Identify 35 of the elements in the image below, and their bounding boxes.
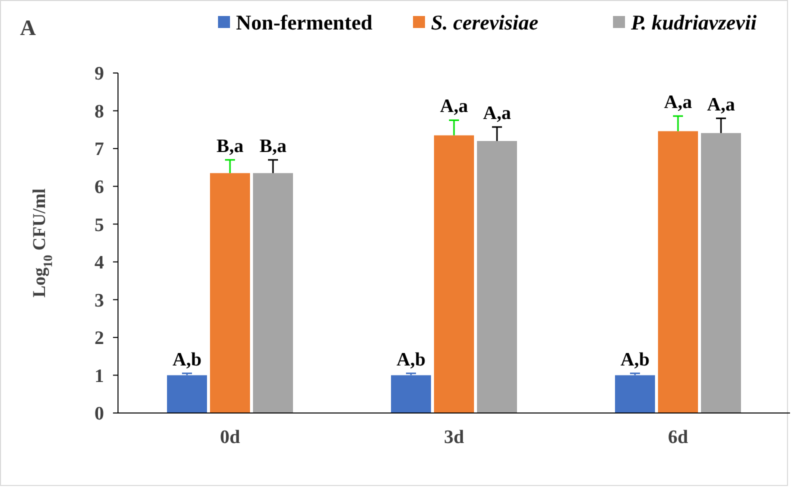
bar <box>615 375 655 413</box>
bar <box>167 375 207 413</box>
data-label: A,a <box>483 103 512 124</box>
x-tick-label: 3d <box>444 427 464 448</box>
data-label: A,a <box>664 92 692 114</box>
legend-label: P. kudriavzevii <box>630 10 757 34</box>
bar <box>701 133 741 413</box>
bar <box>253 173 293 413</box>
x-tick-label: 0d <box>220 427 240 448</box>
legend-label: Non-fermented <box>236 10 373 34</box>
legend-label: S. cerevisiae <box>431 10 538 34</box>
y-tick-label: 6 <box>94 176 104 198</box>
text: A <box>20 15 36 40</box>
y-tick-label: 7 <box>94 139 104 160</box>
y-tick-label: 0 <box>94 404 104 425</box>
bar <box>210 173 250 413</box>
y-tick-label: 3 <box>94 290 104 312</box>
y-tick-label: 5 <box>94 214 104 236</box>
data-label: B,a <box>260 136 287 157</box>
bar <box>434 135 474 413</box>
bar <box>477 141 517 413</box>
data-label: A,b <box>172 349 202 370</box>
data-label: A,b <box>396 349 426 370</box>
y-tick-label: 4 <box>94 252 104 274</box>
bar <box>658 131 698 413</box>
y-tick-label: 8 <box>94 101 104 122</box>
data-label: A,a <box>707 94 736 116</box>
bar <box>391 375 431 413</box>
data-label: A,b <box>620 349 650 370</box>
x-tick-label: 6d <box>668 427 688 448</box>
y-tick-label: 9 <box>94 64 104 85</box>
y-tick-label: 2 <box>94 328 104 350</box>
y-tick-label: 1 <box>94 366 104 387</box>
data-label: B,a <box>216 136 244 157</box>
data-label: A,a <box>440 96 468 118</box>
